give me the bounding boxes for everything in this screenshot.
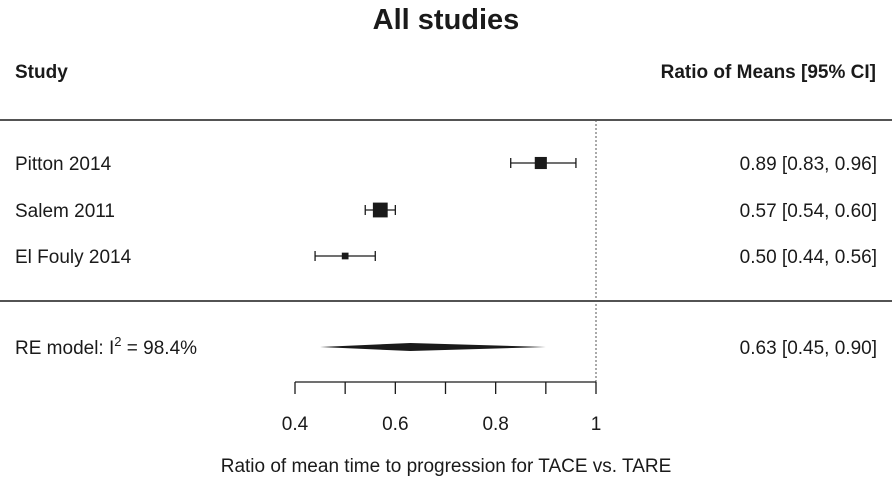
x-tick-label: 0.4 bbox=[282, 414, 309, 435]
study-label: El Fouly 2014 bbox=[15, 247, 132, 268]
study-estimate-text: 0.89 [0.83, 0.96] bbox=[740, 154, 877, 175]
study-point bbox=[372, 202, 388, 218]
study-point bbox=[534, 156, 547, 170]
x-tick-label: 1 bbox=[591, 414, 602, 435]
x-tick-label: 0.6 bbox=[382, 414, 408, 435]
study-estimate-text: 0.50 [0.44, 0.56] bbox=[740, 247, 877, 268]
x-axis-label: Ratio of mean time to progression for TA… bbox=[221, 456, 672, 477]
chart-title: All studies bbox=[372, 4, 520, 36]
estimate-column-header: Ratio of Means [95% CI] bbox=[660, 62, 876, 83]
study-estimate-text: 0.57 [0.54, 0.60] bbox=[740, 201, 877, 222]
x-tick-label: 0.8 bbox=[482, 414, 508, 435]
study-point bbox=[341, 252, 349, 260]
study-column-header: Study bbox=[15, 62, 68, 83]
summary-estimate-text: 0.63 [0.45, 0.90] bbox=[740, 338, 877, 359]
study-label: Salem 2011 bbox=[15, 201, 115, 222]
summary-label: RE model: I2 = 98.4% bbox=[15, 334, 197, 359]
summary-diamond bbox=[320, 343, 546, 351]
study-label: Pitton 2014 bbox=[15, 154, 112, 175]
